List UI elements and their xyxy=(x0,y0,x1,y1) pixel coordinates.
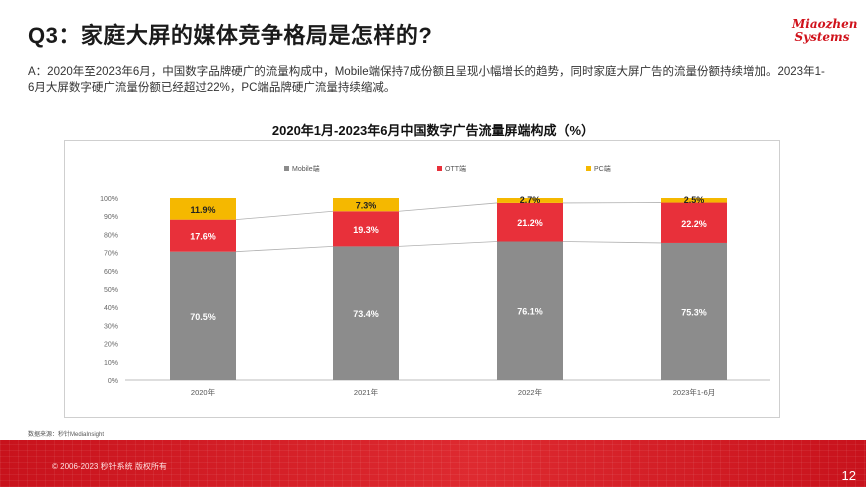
data-label: 70.5% xyxy=(190,312,216,322)
data-label: 7.3% xyxy=(356,201,377,211)
miaozhen-logo: Miaozhen Systems xyxy=(792,17,858,44)
logo-line-1: Miaozhen xyxy=(792,17,858,31)
page-number: 12 xyxy=(841,468,856,483)
data-source: 数据来源：秒针MediaInsight xyxy=(28,432,105,438)
data-label: 75.3% xyxy=(681,307,707,317)
page-title: Q3：家庭大屏的媒体竞争格局是怎样的? xyxy=(28,23,433,48)
x-tick-label: 2022年 xyxy=(518,387,543,397)
y-tick-label: 100% xyxy=(100,196,118,203)
data-label: 17.6% xyxy=(190,232,216,242)
connector-line xyxy=(235,246,334,253)
bar-segment xyxy=(333,198,399,212)
data-label: 2.7% xyxy=(520,195,541,205)
connector-line xyxy=(235,210,334,221)
data-label: 76.1% xyxy=(517,307,543,317)
connector-line xyxy=(398,241,498,247)
bar-segment xyxy=(661,202,727,243)
y-tick-label: 60% xyxy=(104,269,118,276)
y-tick-label: 20% xyxy=(104,342,118,349)
legend-label: PC端 xyxy=(594,164,611,173)
summary-text: A：2020年至2023年6月，中国数字品牌硬广的流量构成中，Mobile端保持… xyxy=(28,66,825,94)
data-label: 73.4% xyxy=(353,309,379,319)
x-tick-label: 2023年1-6月 xyxy=(673,387,716,397)
y-tick-label: 40% xyxy=(104,305,118,312)
data-label: 22.2% xyxy=(681,219,707,229)
bar-segment xyxy=(661,242,727,380)
bar-segment xyxy=(170,198,236,220)
bar-segment xyxy=(497,198,563,203)
connector-line xyxy=(398,202,498,212)
x-tick-label: 2021年 xyxy=(354,387,379,397)
y-tick-label: 10% xyxy=(104,360,118,367)
y-tick-label: 0% xyxy=(108,378,118,385)
data-label: 21.2% xyxy=(517,218,543,228)
bar-segment xyxy=(497,241,563,380)
bar-segment xyxy=(333,211,399,247)
data-label: 11.9% xyxy=(190,205,215,215)
connector-line xyxy=(562,241,662,244)
bar-segment xyxy=(170,251,236,380)
y-tick-label: 50% xyxy=(104,287,118,294)
data-label: 2.5% xyxy=(684,195,705,205)
y-tick-label: 90% xyxy=(104,214,118,221)
legend-label: OTT端 xyxy=(445,164,466,173)
logo-line-2: Systems xyxy=(794,30,850,44)
y-tick-label: 70% xyxy=(104,251,118,258)
bar-segment xyxy=(661,198,727,203)
footer-band xyxy=(0,440,866,487)
y-tick-label: 30% xyxy=(104,323,118,330)
data-label: 19.3% xyxy=(353,225,379,235)
bar-segment xyxy=(170,219,236,252)
legend-swatch xyxy=(284,166,289,171)
y-tick-label: 80% xyxy=(104,232,118,239)
legend-label: Mobile端 xyxy=(292,164,320,173)
legend-swatch xyxy=(437,166,442,171)
footer-pattern xyxy=(0,440,866,487)
bar-segment xyxy=(497,202,563,242)
copyright-text: © 2006-2023 秒针系统 版权所有 xyxy=(52,462,167,471)
bar-segment xyxy=(333,246,399,380)
x-tick-label: 2020年 xyxy=(191,387,216,397)
legend-swatch xyxy=(586,166,591,171)
